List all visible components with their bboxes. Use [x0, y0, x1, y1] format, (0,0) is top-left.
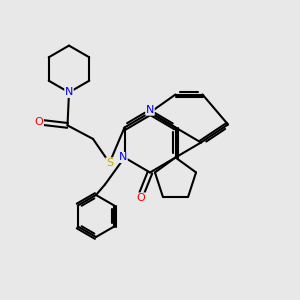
Text: O: O	[136, 193, 146, 203]
Text: N: N	[119, 152, 127, 163]
Text: S: S	[106, 158, 113, 168]
Text: N: N	[65, 87, 73, 98]
Text: N: N	[146, 105, 154, 115]
Text: O: O	[34, 117, 43, 128]
